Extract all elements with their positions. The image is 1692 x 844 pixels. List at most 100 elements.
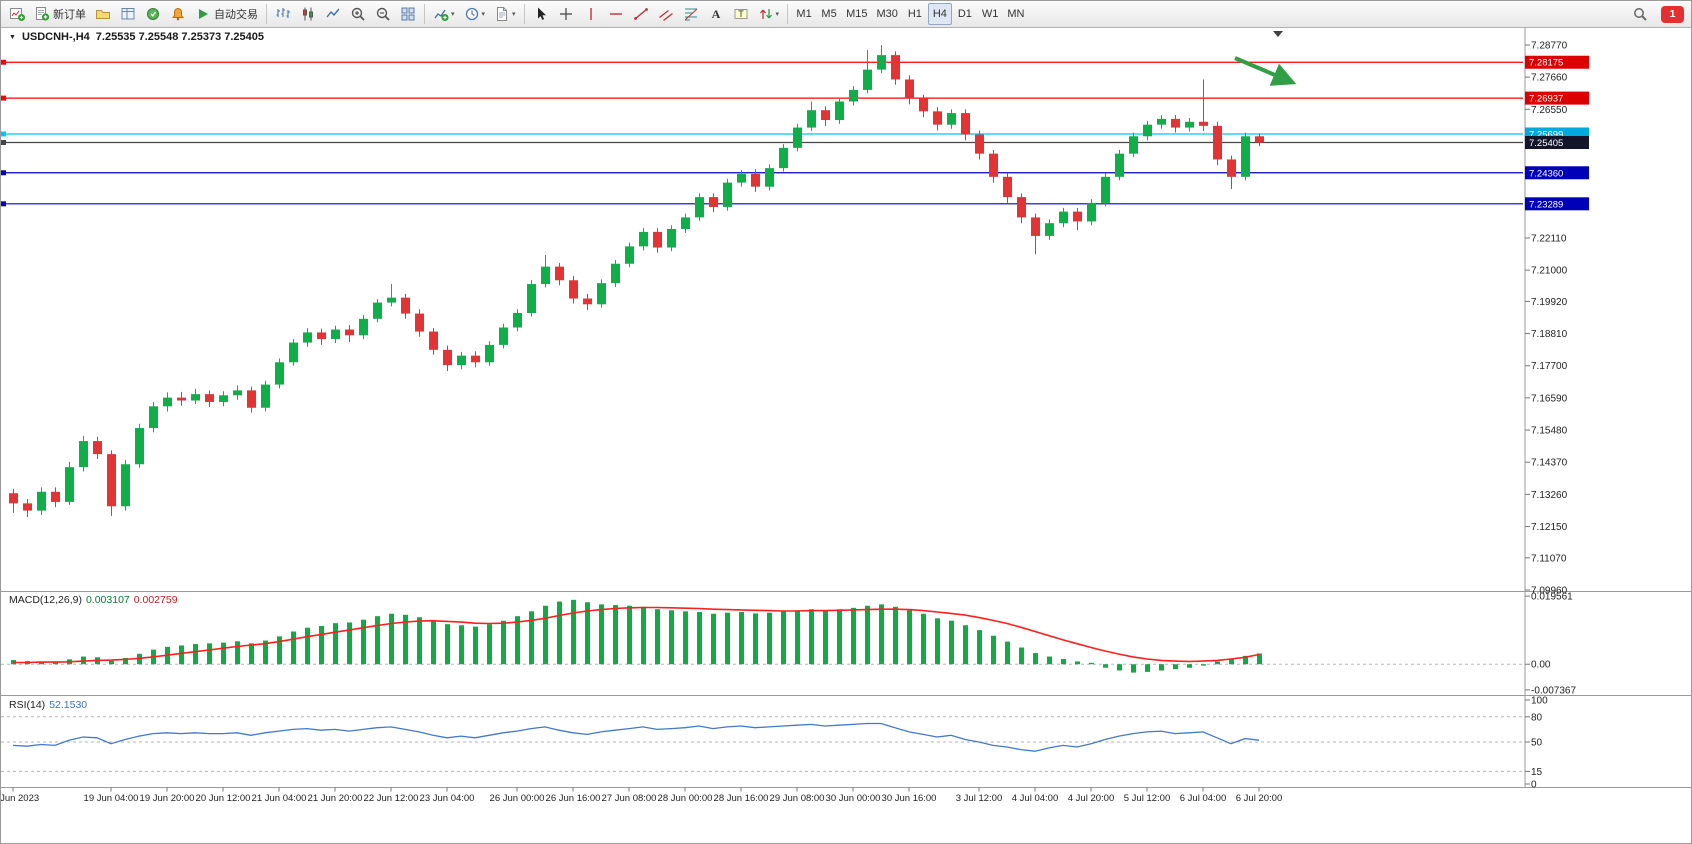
arrows-dropdown-icon[interactable]: ▾ — [775, 11, 780, 18]
zoom-out-button[interactable] — [371, 3, 395, 25]
chart-profiles-icon — [95, 6, 111, 22]
zoom-in-button[interactable] — [346, 3, 370, 25]
trendline-button[interactable] — [629, 3, 653, 25]
cursor-button[interactable] — [529, 3, 553, 25]
timeframe-w1-button[interactable]: W1 — [978, 3, 1003, 25]
timeframe-m5-button[interactable]: M5 — [817, 3, 841, 25]
indicators-button[interactable]: ▾ — [429, 3, 459, 25]
svg-text:7.28770: 7.28770 — [1531, 41, 1568, 52]
candlestick-chart-button[interactable] — [296, 3, 320, 25]
price-axis[interactable]: 7.28770 7.27660 7.26550 7.22110 7.21000 7.199… — [1525, 41, 1568, 597]
notification-count: 1 — [1669, 8, 1676, 20]
timeframe-m15-button[interactable]: M15 — [842, 3, 871, 25]
data-window-button[interactable] — [116, 3, 140, 25]
svg-text:5 Jul 12:00: 5 Jul 12:00 — [1124, 793, 1170, 804]
svg-text:0.019561: 0.019561 — [1531, 592, 1573, 603]
timeframe-m30-button[interactable]: M30 — [872, 3, 901, 25]
toolbar-items: 新订单 自动交易 ▾ ▾ ▾ A T ▾ M1 M5 M15 M30 H1 H4 D1 W1 MN — [5, 3, 1028, 25]
chart-canvas[interactable]: 7.28770 7.27660 7.26550 7.22110 7.21000 7.199… — [1, 28, 1692, 844]
svg-text:22 Jun 12:00: 22 Jun 12:00 — [364, 793, 419, 804]
svg-text:6 Jul 04:00: 6 Jul 04:00 — [1180, 793, 1226, 804]
macd-pane — [11, 599, 1262, 673]
candlesticks — [9, 45, 1264, 517]
svg-text:A: A — [711, 7, 720, 21]
notification-badge[interactable]: 1 — [1661, 5, 1684, 23]
trendline-icon — [633, 6, 649, 22]
svg-text:T: T — [738, 9, 744, 19]
crosshair-button[interactable] — [554, 3, 578, 25]
search-icon — [1632, 6, 1648, 22]
horizontal-line-button[interactable] — [604, 3, 628, 25]
chart-shift-marker[interactable] — [1273, 31, 1283, 37]
indicators-dropdown-icon[interactable]: ▾ — [451, 11, 455, 18]
new-chart-button[interactable] — [5, 3, 29, 25]
svg-text:7.15480: 7.15480 — [1531, 426, 1568, 437]
bar-chart-icon — [275, 6, 291, 22]
chart-title: ▼ USDCNH-,H4 7.25535 7.25548 7.25373 7.2… — [9, 31, 264, 43]
indicator-level-lines — [1, 663, 1523, 772]
svg-text:-0.007367: -0.007367 — [1531, 685, 1576, 696]
tile-windows-button[interactable] — [396, 3, 420, 25]
periods-dropdown-icon[interactable]: ▾ — [481, 11, 486, 18]
macd-name: MACD(12,26,9) — [9, 594, 82, 606]
text-button[interactable]: A — [704, 3, 728, 25]
bar-chart-button[interactable] — [271, 3, 295, 25]
rsi-value: 52.1530 — [49, 699, 88, 711]
svg-text:6 Jul 20:00: 6 Jul 20:00 — [1236, 793, 1282, 804]
macd-value: 0.003107 — [85, 594, 130, 606]
templates-button[interactable]: ▾ — [490, 3, 520, 25]
svg-text:7.22110: 7.22110 — [1531, 233, 1567, 244]
timeframe-h4-button[interactable]: H4 — [927, 3, 952, 25]
svg-text:16 Jun 2023: 16 Jun 2023 — [1, 793, 39, 804]
new-order-button[interactable]: 新订单 — [30, 3, 90, 25]
text-label-button[interactable]: T — [729, 3, 753, 25]
timeframe-d1-button[interactable]: D1 — [953, 3, 977, 25]
svg-text:7.27660: 7.27660 — [1531, 73, 1568, 84]
svg-text:23 Jun 04:00: 23 Jun 04:00 — [420, 793, 475, 804]
templates-icon — [494, 6, 510, 22]
svg-text:7.26937: 7.26937 — [1529, 94, 1563, 105]
svg-text:7.17700: 7.17700 — [1531, 361, 1568, 372]
arrows-button[interactable]: ▾ — [754, 3, 784, 25]
chart-window: 7.28770 7.27660 7.26550 7.22110 7.21000 7.199… — [1, 28, 1692, 844]
toolbar: 新订单 自动交易 ▾ ▾ ▾ A T ▾ M1 M5 M15 M30 H1 H4 D1 W1 MN 1 — [1, 1, 1691, 28]
scripts-button[interactable] — [141, 3, 165, 25]
chart-collapse-icon[interactable]: ▼ — [9, 33, 16, 41]
svg-text:50: 50 — [1531, 738, 1543, 749]
line-chart-button[interactable] — [321, 3, 345, 25]
chart-profiles-button[interactable] — [91, 3, 115, 25]
svg-text:21 Jun 04:00: 21 Jun 04:00 — [252, 793, 307, 804]
chart-ohlc: 7.25535 7.25548 7.25373 7.25405 — [95, 31, 264, 43]
svg-text:0: 0 — [1531, 780, 1537, 791]
periods-button[interactable]: ▾ — [460, 3, 490, 25]
text-icon: A — [708, 6, 724, 22]
new-order-label: 新订单 — [53, 9, 86, 21]
new-chart-icon — [9, 6, 25, 22]
timeframe-mn-button[interactable]: MN — [1003, 3, 1028, 25]
vertical-line-button[interactable] — [579, 3, 603, 25]
equidistant-channel-button[interactable] — [654, 3, 678, 25]
fibonacci-icon — [683, 6, 699, 22]
autotrading-icon — [195, 6, 211, 22]
templates-dropdown-icon[interactable]: ▾ — [512, 11, 516, 18]
toolbar-separator — [787, 4, 789, 24]
trend-arrow-annotation[interactable] — [1234, 56, 1297, 86]
fibonacci-button[interactable] — [679, 3, 703, 25]
alerts-button[interactable] — [166, 3, 190, 25]
svg-text:7.12150: 7.12150 — [1531, 522, 1568, 533]
svg-text:4 Jul 04:00: 4 Jul 04:00 — [1012, 793, 1058, 804]
svg-text:7.26550: 7.26550 — [1531, 105, 1568, 116]
toolbar-separator — [424, 4, 425, 24]
timeframe-m1-button[interactable]: M1 — [792, 3, 816, 25]
macd-label: MACD(12,26,9) 0.003107 0.002759 — [9, 594, 182, 606]
svg-text:7.13260: 7.13260 — [1531, 490, 1568, 501]
autotrading-button[interactable]: 自动交易 — [191, 3, 262, 25]
search-button[interactable] — [1628, 3, 1652, 25]
periods-icon — [464, 6, 480, 22]
timeframe-h1-button[interactable]: H1 — [903, 3, 927, 25]
macd-signal-value: 0.002759 — [133, 594, 178, 606]
